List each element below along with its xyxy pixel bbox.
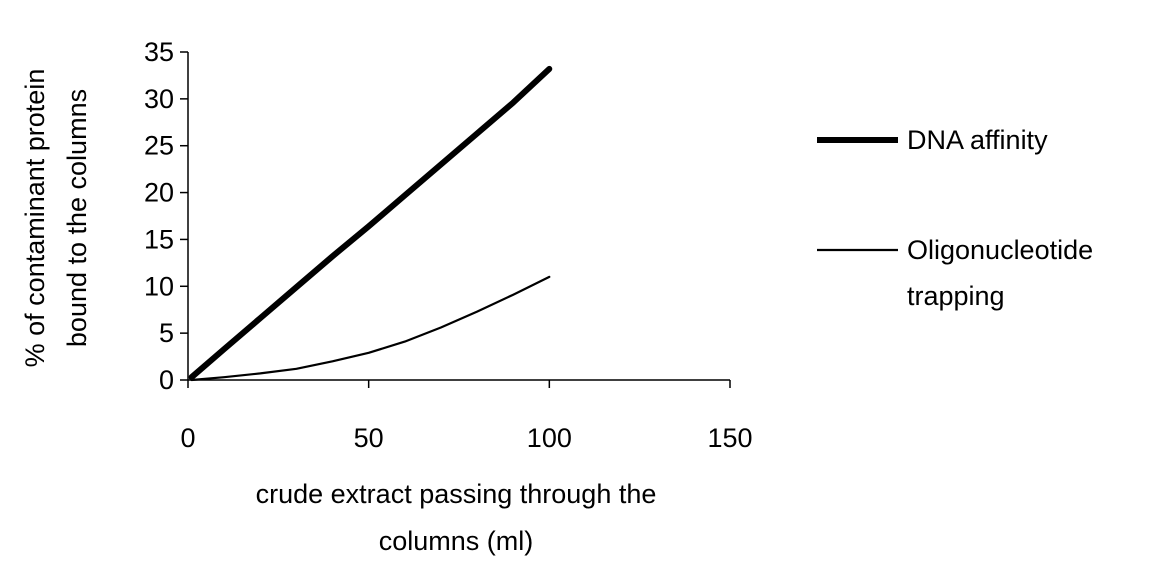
legend: DNA affinity Oligonucleotide trapping bbox=[817, 125, 1093, 311]
x-axis-title-line: columns (ml) bbox=[379, 526, 534, 556]
legend-label: trapping bbox=[907, 281, 1005, 311]
y-axis-title-line: bound to the columns bbox=[62, 89, 92, 347]
y-axis-title-line: % of contaminant protein bbox=[20, 69, 50, 368]
tick-marks bbox=[180, 51, 731, 388]
y-tick-label: 20 bbox=[144, 178, 174, 208]
x-tick-label: 150 bbox=[707, 423, 752, 453]
legend-label: DNA affinity bbox=[907, 125, 1048, 155]
legend-label: Oligonucleotide bbox=[907, 235, 1093, 265]
y-tick-label: 5 bbox=[159, 318, 174, 348]
x-tick-label: 100 bbox=[527, 423, 572, 453]
axes bbox=[187, 52, 730, 381]
x-tick-label: 50 bbox=[354, 423, 384, 453]
series-line-dna-affinity bbox=[188, 65, 553, 381]
series-line-oligonucleotide-trapping bbox=[190, 275, 551, 382]
y-tick-label: 35 bbox=[144, 37, 174, 67]
tick-labels: 0 5 10 15 20 25 30 35 0 50 100 150 bbox=[144, 37, 753, 453]
y-tick-label: 25 bbox=[144, 131, 174, 161]
x-tick-label: 0 bbox=[180, 423, 195, 453]
y-tick-label: 10 bbox=[144, 271, 174, 301]
y-tick-label: 0 bbox=[159, 365, 174, 395]
y-tick-label: 15 bbox=[144, 224, 174, 254]
axis-titles: crude extract passing through the columns… bbox=[20, 69, 656, 556]
series-lines bbox=[188, 65, 553, 382]
x-axis-title-line: crude extract passing through the bbox=[256, 479, 657, 509]
y-tick-label: 30 bbox=[144, 84, 174, 114]
